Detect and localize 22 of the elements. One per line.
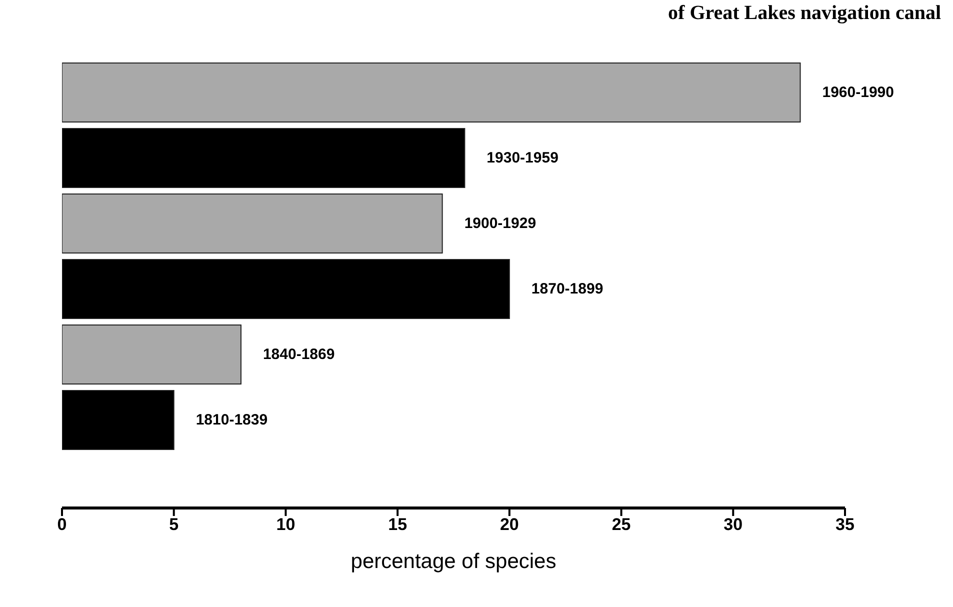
x-tick-label: 30 bbox=[724, 515, 743, 534]
x-tick-label: 0 bbox=[57, 515, 67, 534]
bar bbox=[62, 62, 801, 122]
bar bbox=[62, 128, 466, 188]
x-tick-label: 25 bbox=[612, 515, 631, 534]
y-tick-label: 1870-1899 bbox=[531, 280, 604, 298]
bar bbox=[62, 194, 443, 254]
y-tick-label: 1840-1869 bbox=[262, 346, 335, 363]
x-tick-label: 15 bbox=[388, 515, 408, 534]
bar bbox=[62, 259, 510, 319]
y-tick-label: 1810-1839 bbox=[196, 411, 268, 428]
chart-title: of Great Lakes navigation canal bbox=[668, 2, 941, 25]
x-axis-title: percentage of species bbox=[350, 550, 556, 573]
x-tick-label: 5 bbox=[169, 515, 179, 534]
y-tick-label: 1960-1990 bbox=[822, 84, 894, 101]
x-tick-label: 35 bbox=[836, 515, 854, 534]
x-tick-label: 20 bbox=[500, 515, 519, 534]
bar bbox=[62, 390, 174, 450]
y-tick-label: 1900-1929 bbox=[464, 214, 536, 232]
bar bbox=[62, 324, 242, 384]
y-tick-label: 1930-1959 bbox=[486, 149, 558, 166]
x-tick-label: 10 bbox=[276, 515, 296, 534]
